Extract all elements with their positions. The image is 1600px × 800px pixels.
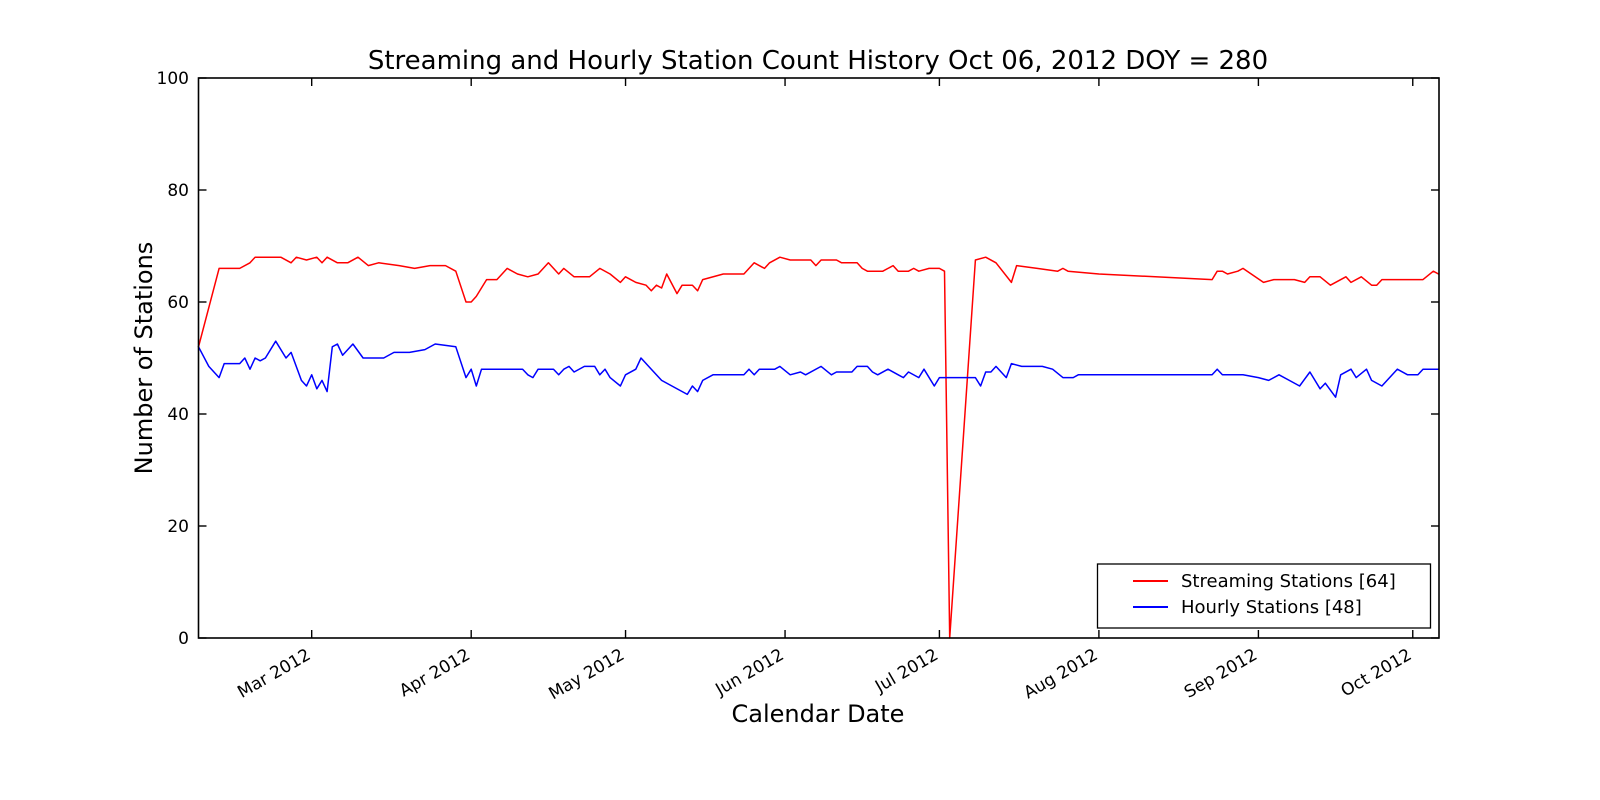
plot-frame	[197, 77, 1440, 639]
y-tick-label: 80	[167, 181, 189, 201]
legend-box	[1096, 563, 1432, 629]
legend-label-hourly: Hourly Stations [48]	[1181, 597, 1362, 618]
x-tick-label: Sep 2012	[1181, 645, 1261, 703]
series-layer	[197, 256, 1440, 639]
legend: Streaming Stations [64] Hourly Stations …	[1096, 563, 1432, 629]
y-tick-label: 0	[178, 629, 189, 649]
y-tick-label: 100	[157, 69, 189, 89]
x-tick-label: Jul 2012	[871, 645, 942, 697]
x-tick-label: Oct 2012	[1338, 645, 1416, 701]
x-tick-label: Jun 2012	[712, 645, 788, 700]
legend-label-streaming: Streaming Stations [64]	[1181, 571, 1396, 592]
x-tick-label: Aug 2012	[1020, 645, 1101, 703]
chart-title: Streaming and Hourly Station Count Histo…	[368, 46, 1268, 76]
x-axis-label: Calendar Date	[732, 700, 905, 728]
y-tick-label: 20	[167, 517, 189, 537]
x-tick-label: Apr 2012	[396, 645, 474, 701]
y-axis-label: Number of Stations	[130, 242, 158, 475]
x-tick-label: May 2012	[545, 645, 628, 704]
y-tick-label: 40	[167, 405, 189, 425]
series-line-streaming	[197, 256, 1440, 639]
x-tick-label: Mar 2012	[234, 645, 314, 703]
series-line-hourly	[197, 340, 1440, 398]
y-tick-label: 60	[167, 293, 189, 313]
